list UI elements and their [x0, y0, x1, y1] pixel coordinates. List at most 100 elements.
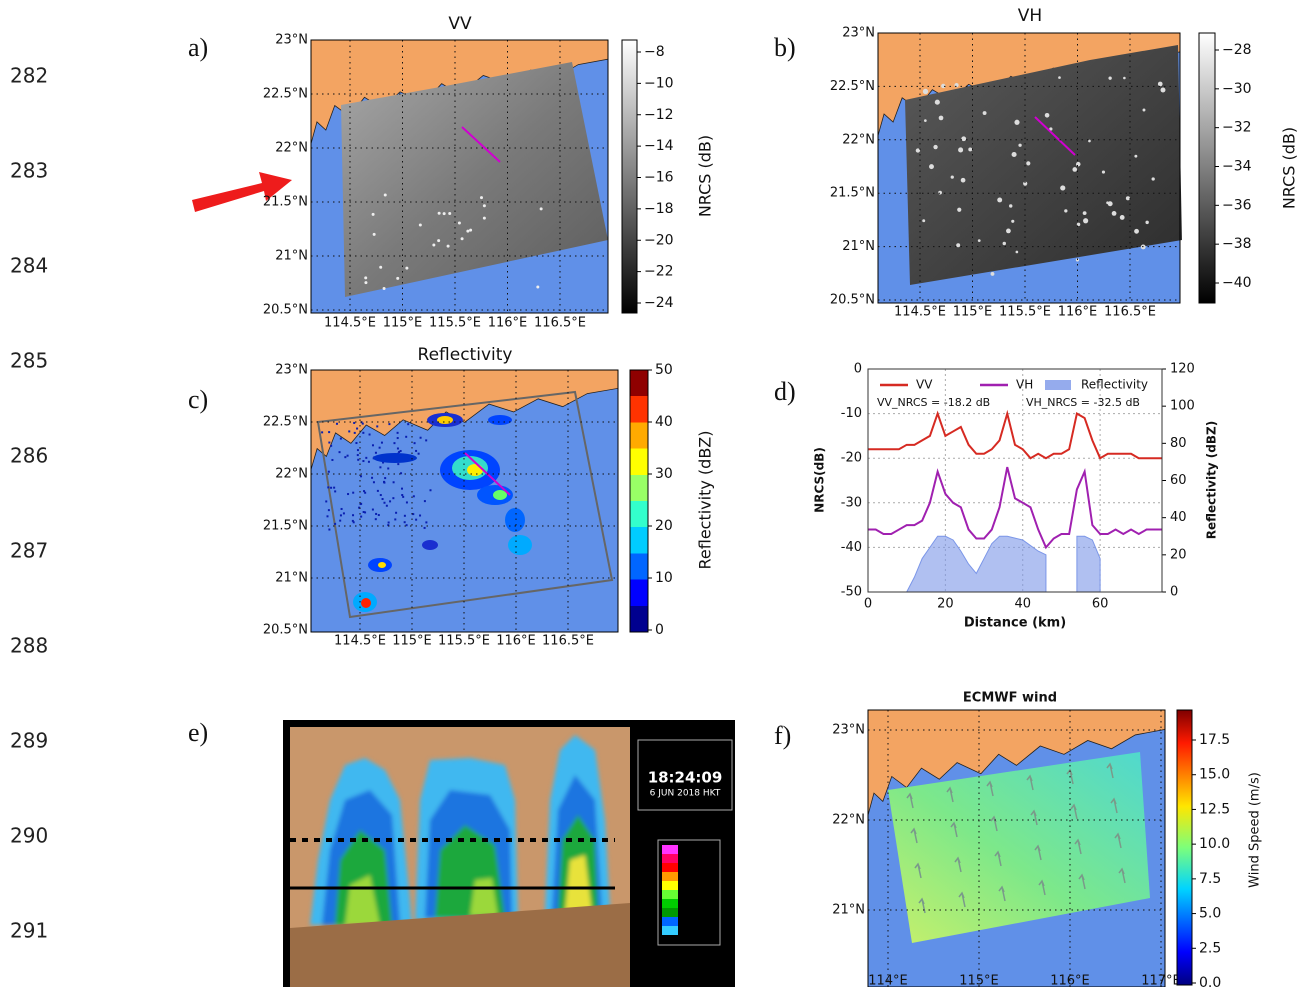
line-number: 291 — [10, 919, 48, 943]
colorbar-tick-label: −20 — [644, 232, 674, 248]
bright-spot — [482, 216, 486, 220]
color-scale — [662, 845, 678, 935]
panel-title: VH — [1018, 6, 1042, 26]
echo-pixel — [398, 450, 401, 453]
colorbar-tick-label: 15.0 — [1199, 767, 1230, 783]
bright-spot — [1002, 241, 1006, 246]
echo-cell — [361, 598, 371, 608]
echo-pixel — [348, 430, 351, 433]
wind-arrow — [1114, 832, 1122, 849]
colorbar-tick-label: −34 — [1222, 159, 1252, 175]
x-axis-label: Distance (km) — [964, 616, 1066, 631]
echo-pixel — [352, 514, 355, 517]
lat-tick-label: 22.5°N — [263, 415, 308, 430]
bright-spot — [460, 237, 464, 241]
echo-pixel — [327, 486, 330, 489]
wind-arrow — [986, 780, 994, 797]
echo-pixel — [361, 422, 364, 425]
colorbar-tick-label: −24 — [644, 295, 674, 311]
x-tick-label: 0 — [864, 597, 872, 612]
panel-label: e) — [188, 718, 208, 747]
bright-spot — [922, 88, 929, 95]
bright-spot — [934, 99, 940, 105]
lon-tick-label: 116°E — [488, 316, 528, 331]
bright-spot — [1142, 108, 1146, 112]
echo-pixel — [403, 514, 406, 517]
colorbar-tick-label: −12 — [644, 107, 674, 123]
echo-pixel — [415, 449, 418, 452]
echo-pixel — [375, 512, 378, 515]
lat-tick-label: 23°N — [275, 33, 308, 48]
echo-pixel — [382, 461, 385, 464]
echo-pixel — [419, 436, 422, 439]
bright-spot — [466, 229, 470, 233]
bright-spot — [1108, 76, 1112, 80]
colorbar — [621, 39, 638, 314]
bright-spot — [924, 119, 927, 122]
echo-pixel — [352, 491, 355, 494]
bright-spot — [1023, 181, 1028, 186]
sar-swath — [905, 45, 1182, 285]
info-box — [637, 739, 733, 811]
bright-spot — [418, 223, 422, 227]
echo-pixel — [403, 521, 406, 524]
echo-pixel — [371, 476, 374, 479]
bright-spot — [442, 212, 446, 216]
colorbar-tick-label: 12.5 — [1199, 801, 1230, 817]
lat-tick-label: 21°N — [275, 571, 308, 586]
echo-pixel — [328, 528, 331, 531]
lat-tick-label: 21°N — [832, 903, 865, 918]
echo-cells — [310, 735, 610, 925]
bright-spot — [997, 197, 1003, 203]
bright-spot — [941, 83, 946, 89]
colorbar-tick-label: 2.5 — [1199, 940, 1221, 956]
sar-swath — [341, 62, 608, 297]
echo-pixel — [362, 431, 365, 434]
colorbar-tick-label: 10.0 — [1199, 836, 1230, 852]
y-tick-label: -40 — [841, 540, 862, 555]
bright-spot — [437, 211, 441, 215]
echo-pixel — [338, 451, 341, 454]
bright-spot — [539, 207, 543, 211]
bright-spot — [1125, 196, 1130, 201]
echo-pixel — [399, 449, 402, 452]
bright-spot — [372, 232, 376, 236]
echo-pixel — [425, 439, 428, 442]
lat-tick-label: 23°N — [275, 363, 308, 378]
echo-pixel — [400, 487, 403, 490]
y-tick-label: 0 — [854, 362, 862, 377]
bright-spot — [437, 239, 441, 243]
lat-tick-label: 20.5°N — [263, 303, 308, 318]
bright-spot — [383, 193, 387, 197]
y2-tick-label: 40 — [1170, 510, 1187, 525]
colorbar-tick-label: 5.0 — [1199, 906, 1221, 922]
echo-pixel — [396, 431, 399, 434]
map-border — [877, 32, 1181, 304]
colorbar-tick-label: −10 — [644, 75, 674, 91]
echo-pixel — [352, 521, 355, 524]
colorbar-tick-label: 7.5 — [1199, 871, 1221, 887]
wind-arrow — [954, 856, 962, 873]
echo-pixel — [328, 431, 331, 434]
wind-arrow — [950, 821, 958, 838]
echo-pixel — [392, 497, 395, 500]
bright-spot — [915, 148, 921, 153]
bright-spot — [1011, 219, 1015, 223]
echo-pixel — [358, 506, 361, 509]
lat-tick-label: 22°N — [275, 467, 308, 482]
lon-tick-label: 114.5°E — [894, 305, 946, 320]
colorbar-label: NRCS (dB) — [1280, 127, 1299, 209]
echo-pixel — [394, 518, 397, 521]
lon-tick-label: 115.5°E — [429, 316, 481, 331]
echo-pixel — [372, 481, 375, 484]
lat-tick-label: 21°N — [275, 249, 308, 264]
echo-pixel — [327, 509, 330, 512]
echo-pixel — [339, 437, 342, 440]
echo-pixel — [378, 446, 381, 449]
colorbar-tick-label: −32 — [1222, 120, 1252, 136]
bright-spot — [1134, 154, 1138, 158]
lon-tick-label: 117°E — [1141, 974, 1181, 988]
map-panel: 23°N 22°N 21°N 114°E 115°E 116°E 117°E ECMWF wi… — [832, 691, 1262, 991]
legend-swatch — [1045, 380, 1071, 390]
